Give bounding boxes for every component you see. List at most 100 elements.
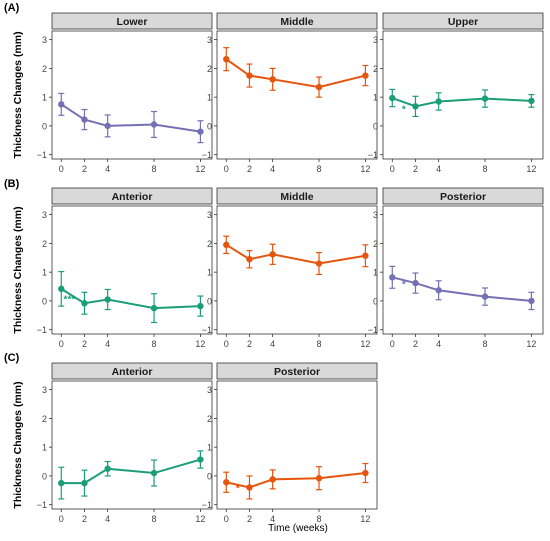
y-tick-label: 2: [42, 239, 47, 249]
x-tick-label: 8: [152, 514, 157, 524]
data-point: [81, 116, 88, 123]
y-tick-label: 2: [42, 64, 47, 74]
data-point: [389, 94, 396, 102]
data-point: [104, 296, 111, 303]
x-tick-label: 0: [59, 339, 64, 349]
y-tick-label: −1: [368, 325, 378, 335]
y-tick-label: 2: [207, 414, 212, 424]
data-point: [197, 302, 204, 310]
y-tick-label: 3: [373, 35, 378, 45]
x-tick-label: 8: [152, 339, 157, 349]
x-tick-label: 8: [317, 164, 322, 174]
y-tick-label: 1: [42, 443, 47, 453]
data-point: [269, 76, 276, 83]
x-tick-label: 2: [247, 339, 252, 349]
y-tick-label: −1: [37, 500, 47, 510]
data-point: [58, 101, 65, 108]
x-tick-label: 0: [224, 164, 229, 174]
panel-frame: [216, 30, 378, 160]
facet-title: Middle: [280, 191, 313, 203]
facet-title: Middle: [280, 16, 313, 28]
x-tick-label: 8: [483, 339, 488, 349]
row-label: (A): [4, 2, 20, 14]
panel-frame: [216, 380, 378, 510]
y-tick-label: 3: [42, 35, 47, 45]
facet-strip: [216, 362, 378, 380]
y-axis-title: Thickness Changes (mm): [12, 206, 24, 333]
panel-frame: [382, 30, 544, 160]
x-tick-label: 4: [270, 339, 275, 349]
facet-title: Anterior: [112, 191, 153, 203]
panel-frame: [51, 205, 213, 335]
x-tick-label: 2: [82, 514, 87, 524]
facet-title: Posterior: [440, 191, 486, 203]
x-tick-label: 0: [224, 514, 229, 524]
data-point: [315, 83, 323, 91]
y-tick-label: −1: [37, 325, 47, 335]
data-point: [58, 285, 65, 293]
data-point: [362, 72, 369, 79]
facet-strip: [51, 362, 213, 380]
data-point: [223, 241, 230, 249]
x-tick-label: 2: [247, 164, 252, 174]
y-tick-label: 1: [373, 268, 378, 278]
y-tick-label: 3: [42, 210, 47, 220]
y-tick-label: −1: [202, 500, 212, 510]
y-tick-label: 3: [207, 385, 212, 395]
row-label: (C): [4, 352, 20, 364]
y-axis-title: Thickness Changes (mm): [12, 381, 24, 508]
panel-frame: [216, 205, 378, 335]
x-tick-label: 4: [436, 339, 441, 349]
row-label: (B): [4, 178, 20, 190]
data-point: [435, 98, 442, 105]
significance-annotation: *: [236, 483, 240, 494]
y-tick-label: 0: [42, 296, 47, 306]
x-tick-label: 8: [317, 514, 322, 524]
data-point: [150, 121, 158, 128]
x-tick-label: 0: [59, 514, 64, 524]
x-tick-label: 2: [413, 339, 418, 349]
facet-title: Lower: [117, 16, 148, 28]
x-tick-label: 2: [82, 164, 87, 174]
y-tick-label: 3: [42, 385, 47, 395]
y-tick-label: 1: [42, 268, 47, 278]
x-axis-title: Time (weeks): [268, 523, 328, 534]
facet-strip: [216, 187, 378, 205]
y-tick-label: 1: [207, 268, 212, 278]
data-point: [81, 479, 88, 487]
data-point: [223, 479, 230, 486]
facet-title: Upper: [448, 16, 478, 28]
data-point: [150, 304, 158, 312]
data-point: [435, 287, 442, 294]
data-point: [269, 251, 276, 258]
x-tick-label: 4: [105, 339, 110, 349]
data-point: [412, 279, 419, 287]
y-tick-label: 2: [207, 64, 212, 74]
data-point: [58, 479, 65, 487]
y-tick-label: 1: [373, 93, 378, 103]
x-tick-label: 4: [105, 514, 110, 524]
data-point: [481, 293, 489, 300]
y-axis-title: Thickness Changes (mm): [12, 31, 24, 158]
data-point: [315, 475, 323, 482]
data-point: [362, 469, 369, 477]
x-tick-label: 12: [195, 339, 205, 349]
x-tick-label: 12: [195, 514, 205, 524]
data-point: [246, 256, 253, 263]
data-point: [528, 297, 535, 305]
x-tick-label: 0: [224, 339, 229, 349]
data-point: [223, 55, 230, 63]
y-tick-label: −1: [368, 150, 378, 160]
x-tick-label: 2: [247, 514, 252, 524]
significance-annotation: *: [402, 105, 406, 116]
y-tick-label: 2: [373, 64, 378, 74]
facet-title: Anterior: [112, 366, 153, 378]
y-tick-label: 2: [373, 239, 378, 249]
x-tick-label: 4: [270, 514, 275, 524]
y-tick-label: −1: [202, 325, 212, 335]
panel-frame: [51, 380, 213, 510]
x-tick-label: 12: [360, 164, 370, 174]
x-tick-label: 12: [526, 339, 536, 349]
x-tick-label: 8: [483, 164, 488, 174]
